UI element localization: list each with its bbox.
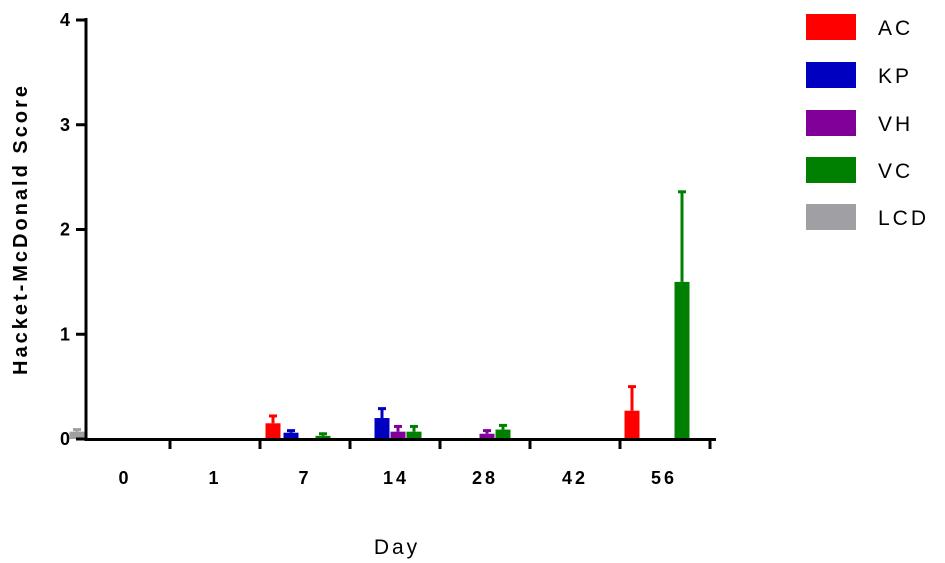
x-tick-label: 56 — [651, 468, 677, 488]
legend-label: VC — [878, 160, 913, 183]
bar — [479, 433, 495, 439]
x-tick-label: 28 — [472, 468, 498, 488]
bar — [315, 435, 331, 439]
y-tick-label: 1 — [60, 324, 70, 344]
legend: AC KP VH VC LCD — [806, 14, 929, 230]
x-tick-label: 1 — [208, 468, 221, 488]
legend-label: LCD — [878, 207, 929, 230]
bars-layer — [69, 190, 690, 439]
legend-swatch — [806, 157, 856, 183]
y-axis-title: Hacket-McDonald Score — [10, 83, 32, 375]
bar — [374, 418, 390, 439]
bar — [674, 281, 690, 439]
legend-swatch — [806, 14, 856, 40]
legend-label: VH — [878, 113, 913, 136]
bar — [265, 423, 281, 439]
x-tick-label: 14 — [383, 468, 409, 488]
x-axis-title: Day — [374, 536, 420, 559]
x-tick-label: 42 — [562, 468, 588, 488]
x-tick-label: 0 — [118, 468, 131, 488]
y-tick-label: 3 — [60, 115, 70, 135]
bar — [69, 431, 85, 439]
legend-swatch — [806, 110, 856, 136]
y-tick-label: 2 — [60, 220, 70, 240]
bar — [624, 410, 640, 439]
y-ticks: 0 1 2 3 4 — [60, 10, 86, 449]
bar — [495, 429, 511, 439]
bar — [283, 432, 299, 439]
x-tick-label: 7 — [298, 468, 311, 488]
legend-swatch — [806, 204, 856, 230]
axes-layer — [84, 18, 716, 441]
bar — [390, 431, 406, 439]
legend-label: AC — [878, 17, 913, 40]
x-ticks: 0 1 7 14 28 42 56 — [118, 439, 712, 488]
legend-label: KP — [878, 65, 912, 88]
bar — [406, 431, 422, 439]
y-tick-label: 4 — [60, 10, 70, 30]
legend-swatch — [806, 62, 856, 88]
y-tick-label: 0 — [60, 429, 70, 449]
